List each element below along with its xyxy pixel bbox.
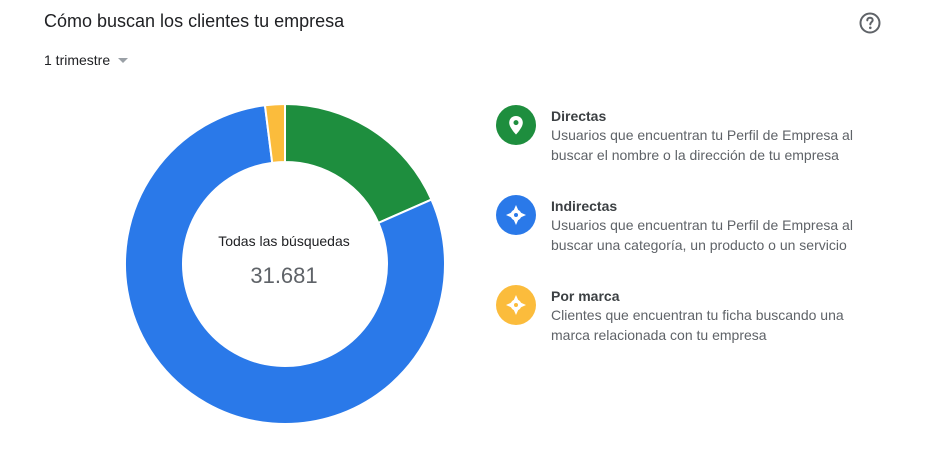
legend-description-line: Usuarios que encuentran tu Perfil de Emp… [551, 127, 853, 143]
chart-legend: Directas Usuarios que encuentran tu Perf… [496, 105, 926, 375]
period-dropdown[interactable]: 1 trimestre [44, 51, 129, 69]
donut-slice-indirectas[interactable] [124, 104, 446, 425]
legend-label: Por marca [551, 288, 620, 304]
period-selected-label: 1 trimestre [44, 52, 111, 68]
compass-icon [496, 285, 536, 325]
chart-total-value: 31.681 [250, 263, 318, 288]
compass-icon [496, 195, 536, 235]
legend-description-line: marca relacionada con tu empresa [551, 327, 767, 343]
legend-item-directas: Directas Usuarios que encuentran tu Perf… [496, 105, 926, 195]
card-title: Cómo buscan los clientes tu empresa [44, 11, 345, 31]
help-circle-icon[interactable] [858, 11, 882, 35]
legend-item-indirectas: Indirectas Usuarios que encuentran tu Pe… [496, 195, 926, 285]
legend-description-line: buscar el nombre o la dirección de tu em… [551, 147, 839, 163]
caret-down-icon [118, 57, 129, 63]
legend-description-line: Usuarios que encuentran tu Perfil de Emp… [551, 217, 853, 233]
chart-center-label: Todas las búsquedas [218, 233, 350, 249]
legend-item-por-marca: Por marca Clientes que encuentran tu fic… [496, 285, 926, 375]
donut-slice-por-marca[interactable] [263, 103, 286, 164]
donut-chart [124, 103, 446, 425]
donut-slice-directas[interactable] [284, 103, 433, 225]
legend-label: Directas [551, 108, 607, 124]
map-pin-icon [496, 105, 536, 145]
legend-description-line: Clientes que encuentran tu ficha buscand… [551, 307, 844, 323]
legend-label: Indirectas [551, 198, 618, 214]
legend-description-line: buscar una categoría, un producto o un s… [551, 237, 847, 253]
